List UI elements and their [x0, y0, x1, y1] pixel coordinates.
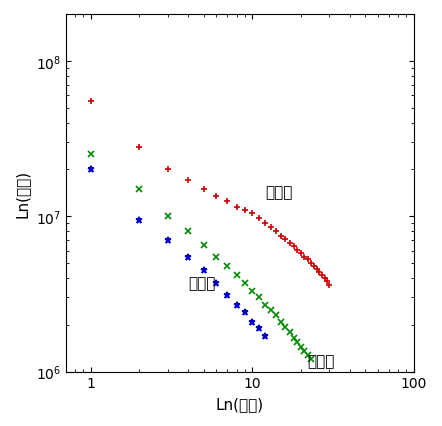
- Text: 北海道: 北海道: [188, 275, 215, 291]
- Text: 大阪圏: 大阪圏: [308, 353, 335, 368]
- Y-axis label: Ln(規模): Ln(規模): [15, 169, 30, 217]
- Text: 東京圏: 東京圏: [265, 184, 293, 199]
- X-axis label: Ln(順位): Ln(順位): [216, 396, 264, 411]
